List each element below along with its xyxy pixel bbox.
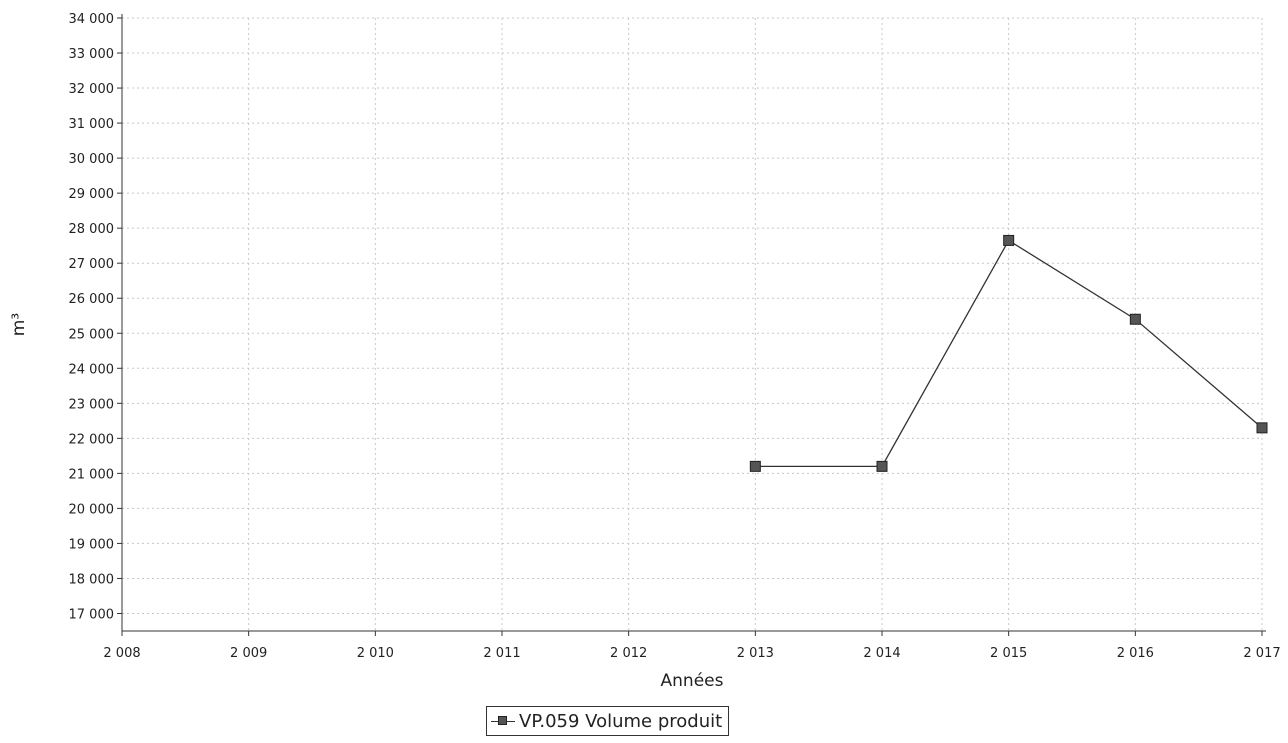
y-tick-label: 30 000 [69,152,115,167]
y-tick-label: 18 000 [69,572,115,587]
x-axis-tick-labels: 2 008 2 009 2 010 2 011 2 012 2 013 2 014 2 015… [103,646,1280,661]
grid [122,17,1263,631]
x-tick-label: 2 015 [990,646,1027,661]
y-tick-label: 20 000 [69,502,115,517]
y-axis-title: m³ [9,313,29,336]
legend-series-label: VP.059 Volume produit [519,710,723,732]
y-axis-tick-labels: 17 000 18 000 19 000 20 000 21 000 22 000 23 0… [69,12,115,622]
x-tick-label: 2 016 [1117,646,1154,661]
y-tick-label: 26 000 [69,292,115,307]
y-tick-label: 33 000 [69,47,115,62]
y-tick-label: 31 000 [69,117,115,132]
y-tick-label: 28 000 [69,222,115,237]
x-tick-label: 2 017 [1243,646,1280,661]
data-point-marker [1003,234,1015,246]
x-tick-label: 2 013 [737,646,774,661]
legend-series-marker-icon [491,714,515,728]
y-tick-label: 17 000 [69,607,115,622]
line-chart: 17 000 18 000 19 000 20 000 21 000 22 000 23 0… [9,12,1281,691]
y-tick-label: 24 000 [69,362,115,377]
y-tick-label: 27 000 [69,257,115,272]
x-tick-label: 2 009 [230,646,267,661]
x-tick-label: 2 010 [357,646,394,661]
x-tick-label: 2 008 [103,646,140,661]
y-tick-label: 32 000 [69,82,115,97]
x-tick-label: 2 011 [483,646,520,661]
y-tick-label: 21 000 [69,467,115,482]
y-tick-label: 23 000 [69,397,115,412]
y-tick-label: 34 000 [69,12,115,27]
y-tick-label: 25 000 [69,327,115,342]
x-axis-title: Années [661,671,724,691]
y-tick-label: 29 000 [69,187,115,202]
data-point-marker [1129,313,1141,325]
data-point-marker [749,460,761,472]
data-point-marker [876,460,888,472]
x-tick-label: 2 014 [863,646,900,661]
x-tick-label: 2 012 [610,646,647,661]
axes [117,14,1266,636]
data-point-marker [1256,422,1268,434]
y-tick-label: 22 000 [69,432,115,447]
legend: VP.059 Volume produit [486,706,730,736]
series [749,234,1268,472]
y-tick-label: 19 000 [69,537,115,552]
